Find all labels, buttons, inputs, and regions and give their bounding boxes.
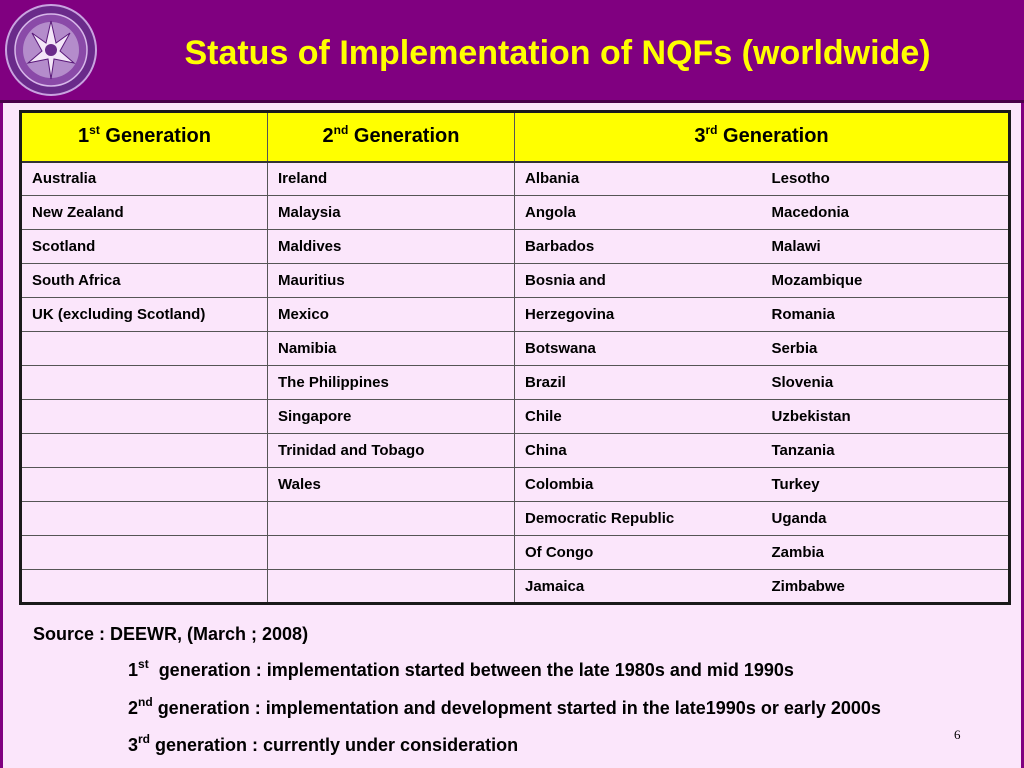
table-row: The Philippines Brazil Slovenia (20, 365, 1011, 400)
table-cell: Scotland (20, 229, 268, 264)
table-cell: Bosnia and (514, 263, 762, 298)
table-cell: Zimbabwe (761, 569, 1011, 604)
table-cell: Uganda (761, 501, 1011, 536)
table-cell: Australia (20, 161, 268, 196)
table-cell (267, 535, 515, 570)
table-cell (20, 331, 268, 366)
table-cell: Mozambique (761, 263, 1011, 298)
table-cell: Serbia (761, 331, 1011, 366)
header-3rd-generation: 3rd Generation (513, 111, 1011, 163)
table-cell: Maldives (267, 229, 515, 264)
table-row: UK (excluding Scotland) Mexico Herzegovina… (20, 297, 1011, 332)
table-cell: Mauritius (267, 263, 515, 298)
table-cell: Trinidad and Tobago (267, 433, 515, 468)
source-citation: Source : DEEWR, (March ; 2008) (33, 624, 309, 644)
table-cell (20, 501, 268, 536)
table-row: Of Congo Zambia (20, 535, 1011, 570)
table-cell (20, 535, 268, 570)
table-cell: Ireland (267, 161, 515, 196)
frame-right-border (1021, 103, 1024, 768)
table-row: New Zealand Malaysia Angola Macedonia (20, 195, 1011, 230)
table-row: Democratic Republic Uganda (20, 501, 1011, 536)
table-cell: Democratic Republic (514, 501, 762, 536)
table-cell (267, 569, 515, 604)
table-cell: New Zealand (20, 195, 268, 230)
note-2nd-generation: 2nd generation : implementation and deve… (128, 695, 881, 718)
header-2nd-generation: 2nd Generation (267, 111, 515, 163)
table-cell: The Philippines (267, 365, 515, 400)
table-cell: Namibia (267, 331, 515, 366)
table-row: Scotland Maldives Barbados Malawi (20, 229, 1011, 264)
table-cell: Lesotho (761, 161, 1011, 196)
table-cell: Zambia (761, 535, 1011, 570)
table-cell: Malawi (761, 229, 1011, 264)
note-3rd-generation: 3rd generation : currently under conside… (128, 732, 519, 755)
table-cell: Barbados (514, 229, 762, 264)
nqf-generations-table: 1st Generation 2nd Generation 3rd Genera… (19, 110, 1012, 605)
table-cell: Wales (267, 467, 515, 502)
table-row: Australia Ireland Albania Lesotho (20, 161, 1011, 196)
table-cell: Singapore (267, 399, 515, 434)
table-cell (20, 569, 268, 604)
table-cell: Angola (514, 195, 762, 230)
slide-title: Status of Implementation of NQFs (worldw… (184, 34, 931, 72)
table-cell: Romania (761, 297, 1011, 332)
note-1st-generation: 1st generation : implementation started … (128, 657, 794, 680)
table-cell: Jamaica (514, 569, 762, 604)
page-number: 6 (954, 727, 961, 742)
table-cell: Tanzania (761, 433, 1011, 468)
table-cell: Albania (514, 161, 762, 196)
table-row: Trinidad and Tobago China Tanzania (20, 433, 1011, 468)
table-cell: Slovenia (761, 365, 1011, 400)
table-cell: China (514, 433, 762, 468)
table-cell: Brazil (514, 365, 762, 400)
table-row: Jamaica Zimbabwe (20, 569, 1011, 604)
table-row: Wales Colombia Turkey (20, 467, 1011, 502)
table-row: Namibia Botswana Serbia (20, 331, 1011, 366)
header-1st-generation: 1st Generation (20, 111, 268, 163)
table-cell: Botswana (514, 331, 762, 366)
table-cell: UK (excluding Scotland) (20, 297, 268, 332)
table-cell: Uzbekistan (761, 399, 1011, 434)
table-cell: Mexico (267, 297, 515, 332)
table-cell: South Africa (20, 263, 268, 298)
table-cell (267, 501, 515, 536)
table-cell (20, 399, 268, 434)
table-cell: Colombia (514, 467, 762, 502)
slide-header: Status of Implementation of NQFs (worldw… (0, 0, 1024, 103)
table-cell: Of Congo (514, 535, 762, 570)
table-cell (20, 467, 268, 502)
table-cell: Herzegovina (514, 297, 762, 332)
university-seal-logo (5, 4, 97, 96)
table-cell (20, 365, 268, 400)
table-cell: Malaysia (267, 195, 515, 230)
table-cell (20, 433, 268, 468)
table-cell: Chile (514, 399, 762, 434)
table-cell: Turkey (761, 467, 1011, 502)
table-row: South Africa Mauritius Bosnia and Mozambiqu… (20, 263, 1011, 298)
table-cell: Macedonia (761, 195, 1011, 230)
frame-left-border (0, 103, 3, 768)
table-row: Singapore Chile Uzbekistan (20, 399, 1011, 434)
